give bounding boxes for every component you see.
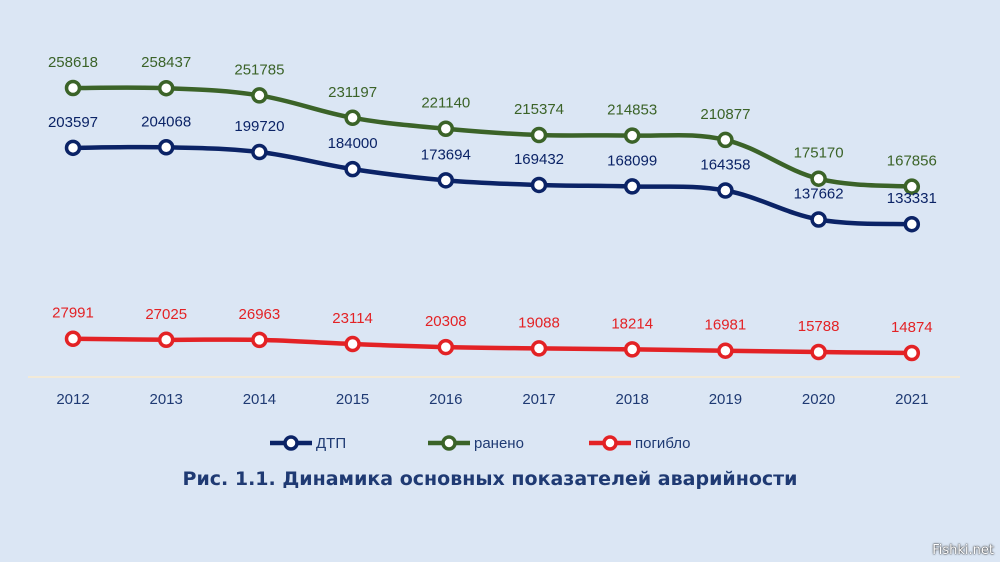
chart-title: Рис. 1.1. Динамика основных показателей … — [183, 468, 798, 490]
data-label: 258437 — [141, 54, 191, 71]
data-label: 204068 — [141, 113, 191, 130]
data-label: 173694 — [421, 146, 471, 163]
data-point — [623, 341, 641, 358]
data-point — [903, 215, 921, 233]
data-label: 221140 — [421, 95, 470, 112]
legend-marker — [283, 435, 299, 451]
data-label: 215374 — [514, 101, 564, 118]
data-label: 184000 — [328, 135, 378, 152]
data-label: 23114 — [332, 310, 373, 327]
data-label: 168099 — [607, 152, 657, 169]
data-point — [344, 335, 361, 353]
data-label: 27991 — [52, 305, 94, 322]
x-tick-label: 2018 — [616, 391, 649, 408]
data-label: 167856 — [887, 153, 937, 170]
x-tick-label: 2019 — [709, 391, 742, 408]
data-point — [344, 109, 361, 127]
legend-label: ДТП — [316, 435, 346, 452]
data-label: 251785 — [234, 61, 284, 78]
data-label: 199720 — [234, 118, 284, 135]
data-point — [530, 176, 548, 194]
x-tick-label: 2020 — [802, 391, 835, 408]
data-label: 133331 — [887, 190, 937, 207]
watermark: Fishki.net — [932, 543, 994, 558]
series-line — [70, 85, 915, 189]
data-point — [157, 139, 175, 156]
data-point — [64, 139, 82, 157]
data-point — [530, 126, 548, 144]
data-point — [64, 330, 82, 347]
data-label: 210877 — [700, 106, 750, 123]
x-tick-label: 2021 — [895, 391, 928, 408]
data-label: 18214 — [611, 315, 653, 332]
data-point — [810, 170, 827, 187]
data-label: 258618 — [48, 54, 98, 71]
data-point — [717, 342, 734, 359]
x-tick-label: 2017 — [522, 391, 555, 408]
series-line — [70, 144, 915, 227]
data-label: 203597 — [48, 114, 98, 131]
legend-marker — [602, 435, 618, 451]
data-point — [251, 143, 268, 161]
x-axis-ticks: 2012 2013 2014 2015 2016 2017 2018 2019 2020 2021 — [56, 391, 928, 408]
data-label: 169432 — [514, 151, 564, 168]
data-point — [810, 343, 827, 361]
data-point — [903, 344, 921, 362]
data-label: 16981 — [705, 317, 747, 334]
data-point — [437, 120, 455, 137]
data-label: 20308 — [425, 313, 467, 330]
legend-marker — [441, 435, 457, 451]
data-label: 137662 — [794, 186, 844, 203]
legend: ДТП ранено погибло — [270, 435, 691, 452]
data-point — [717, 182, 734, 199]
series-line — [70, 336, 915, 356]
data-point — [530, 340, 548, 357]
data-label: 27025 — [145, 306, 187, 323]
data-label: 175170 — [794, 145, 844, 162]
data-point — [437, 172, 455, 189]
data-point — [623, 127, 641, 144]
data-label: 26963 — [239, 306, 281, 323]
data-point — [251, 331, 268, 349]
data-point — [344, 160, 361, 178]
data-point — [157, 331, 175, 349]
x-tick-label: 2015 — [336, 391, 369, 408]
data-point — [810, 211, 827, 228]
data-labels: 203597 204068 199720 184000 173694 169432 1680… — [48, 54, 937, 336]
data-label: 19088 — [518, 314, 560, 331]
legend-label: погибло — [635, 435, 691, 452]
data-label: 15788 — [798, 318, 840, 335]
data-point — [437, 338, 455, 356]
data-point — [157, 79, 175, 97]
data-point — [623, 178, 641, 195]
x-tick-label: 2016 — [429, 391, 462, 408]
x-tick-label: 2012 — [56, 391, 89, 408]
data-point — [717, 131, 734, 149]
data-point — [64, 79, 82, 97]
data-label: 14874 — [891, 319, 933, 336]
data-label: 164358 — [700, 156, 750, 173]
data-point — [251, 87, 268, 104]
data-label: 231197 — [328, 84, 377, 101]
data-label: 214853 — [607, 102, 657, 119]
x-tick-label: 2013 — [150, 391, 183, 408]
data-point — [903, 178, 921, 195]
legend-label: ранено — [474, 435, 524, 452]
x-tick-label: 2014 — [243, 391, 276, 408]
series-lines — [64, 79, 921, 362]
